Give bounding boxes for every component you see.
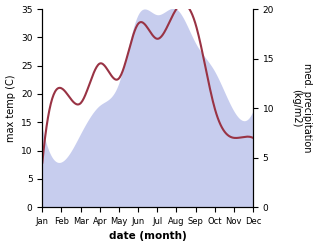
Y-axis label: max temp (C): max temp (C) (5, 74, 16, 142)
Y-axis label: med. precipitation
(kg/m2): med. precipitation (kg/m2) (291, 63, 313, 153)
X-axis label: date (month): date (month) (109, 231, 187, 242)
